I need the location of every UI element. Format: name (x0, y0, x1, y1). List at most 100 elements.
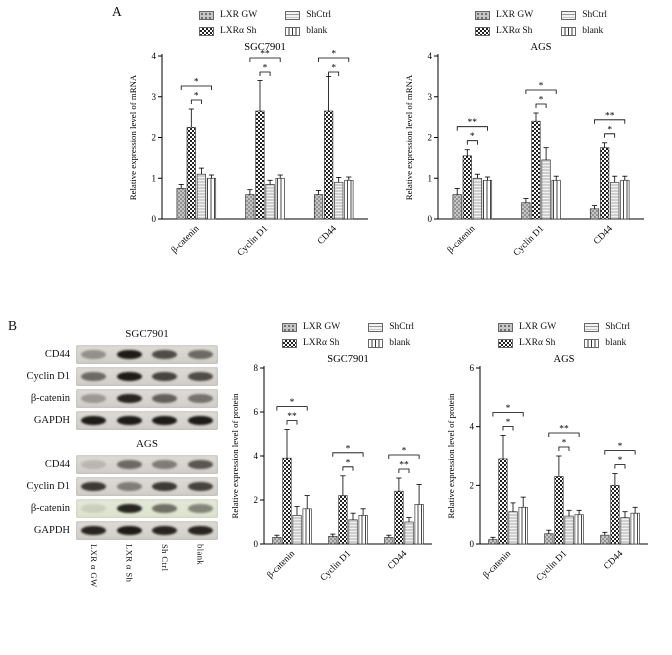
blot-band (116, 372, 142, 381)
legend-swatch-dots (474, 10, 490, 20)
bar-chart-ags-mrna: AGS 0 1 2 3 4 Relative expression level of mRN… (402, 40, 652, 285)
significance-bracket (398, 468, 410, 473)
y-tick-label: 0 (470, 539, 475, 549)
significance-label: ** (468, 118, 478, 128)
blot-band (116, 460, 142, 469)
legend-swatch-hlines (584, 322, 600, 332)
chart-title: AGS (530, 42, 551, 53)
bar-vlines (358, 515, 368, 545)
chart-title: AGS (553, 354, 574, 365)
blot-row: β-catenin (16, 389, 224, 408)
significance-label: * (506, 404, 511, 414)
significance-label: ** (287, 412, 297, 422)
bar-checker (554, 476, 564, 545)
bar-dots (272, 537, 282, 545)
significance-bracket (492, 412, 524, 417)
blot-row: GAPDH (16, 521, 224, 540)
legend-swatch-checker (198, 26, 214, 36)
legend-item: LXR GW (281, 322, 341, 332)
chart-block-ags-protein: LXR GW LXRα Sh ShCtrl blank AGS 0 2 4 6 Relative… (444, 316, 656, 610)
legend-label: LXRα Sh (518, 338, 556, 348)
bar-checker (255, 110, 265, 220)
bar-checker (531, 120, 541, 220)
y-axis-label: Relative expression level of protein (230, 393, 240, 519)
significance-label: * (539, 96, 544, 106)
bar-vlines (551, 179, 561, 220)
significance-label: ** (559, 425, 569, 435)
chart-svg: SGC7901 0 2 4 6 8 Relative expression level of… (230, 354, 432, 583)
legend-label: ShCtrl (605, 322, 630, 332)
legend-swatch-hlines (285, 10, 301, 20)
legend-item: ShCtrl (561, 10, 607, 20)
y-tick-label: 0 (428, 214, 433, 224)
bar-checker (498, 458, 508, 545)
blot-row: CD44 (16, 345, 224, 364)
legend-label: LXRα Sh (219, 26, 257, 36)
blot-band (81, 372, 107, 381)
blot-protein-label: β-catenin (30, 503, 70, 514)
blot-band (187, 350, 213, 359)
blot-lane-label: LXR α Sh (124, 544, 135, 583)
blot-band (116, 350, 142, 359)
blot-band (187, 526, 213, 535)
y-tick-label: 0 (254, 539, 259, 549)
bar-hlines (541, 159, 551, 220)
panel-b: B SGC7901 CD44 Cyclin D1 β-catenin GAPDH AGS C… (0, 316, 672, 610)
legend-item: ShCtrl (368, 322, 414, 332)
blot-band (81, 416, 107, 425)
significance-label: * (290, 398, 295, 408)
legend-label: LXR GW (302, 322, 341, 332)
legend-label: blank (389, 338, 411, 348)
blot-band (187, 372, 213, 381)
legend-label: LXRα Sh (495, 26, 533, 36)
chart-svg: SGC7901 0 1 2 3 4 Relative expression level of… (128, 42, 368, 258)
significance-label: * (539, 82, 544, 92)
significance-label: * (194, 78, 199, 88)
blot-image-strip (76, 345, 218, 364)
blot-cell-line-title: SGC7901 (125, 328, 169, 340)
panel-a-label: A (112, 4, 122, 19)
significance-label: * (607, 125, 612, 135)
legend-item: LXRα Sh (198, 26, 257, 36)
blot-band (187, 416, 213, 425)
significance-bracket (286, 420, 298, 425)
legend-item: LXR GW (474, 10, 533, 20)
legend-label: LXR GW (219, 10, 258, 20)
significance-bracket (180, 85, 212, 90)
legend-item: blank (285, 26, 331, 36)
y-tick-label: 4 (470, 422, 475, 432)
blot-band (81, 394, 107, 403)
significance-label: * (402, 447, 407, 457)
bar-checker (610, 484, 620, 545)
blot-band (116, 416, 142, 425)
bar-hlines (196, 173, 206, 220)
bar-vlines (482, 179, 493, 220)
significance-label: * (506, 418, 511, 428)
blot-row: Cyclin D1 (16, 477, 224, 496)
significance-label: ** (399, 461, 409, 471)
bar-vlines (574, 514, 584, 545)
legend-item: blank (561, 26, 607, 36)
y-tick-label: 2 (428, 133, 433, 143)
blot-band (81, 460, 107, 469)
y-tick-label: 2 (152, 133, 157, 143)
blot-cell-line-title: AGS (135, 438, 158, 450)
bar-checker (282, 457, 292, 545)
legend-item: LXRα Sh (474, 26, 533, 36)
x-tick-label: β-catenin (446, 224, 478, 256)
legend-swatch-vlines (368, 338, 384, 348)
legend-item: blank (368, 338, 414, 348)
significance-bracket (388, 454, 420, 459)
bar-dots (589, 208, 600, 220)
significance-label: * (194, 92, 199, 102)
legend-label: ShCtrl (306, 10, 331, 20)
blot-protein-label: Cyclin D1 (26, 481, 70, 492)
legend-item: LXR GW (198, 10, 258, 20)
significance-label: * (263, 64, 268, 74)
blot-band (152, 394, 178, 403)
blot-row: Cyclin D1 (16, 367, 224, 386)
chart-block-sgc7901-mrna: LXR GW LXRα Sh ShCtrl blank SGC7901 0 1 2 3 4 Rel… (126, 4, 376, 285)
significance-bracket (502, 426, 514, 431)
bar-hlines (292, 515, 302, 545)
significance-bracket (525, 89, 557, 94)
